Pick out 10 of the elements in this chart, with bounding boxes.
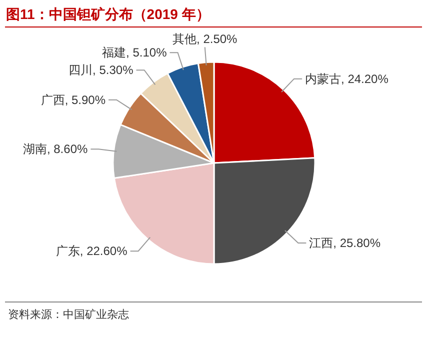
chart-title: 图11：中国钽矿分布（2019 年）	[6, 6, 210, 22]
slice-label: 江西, 25.80%	[309, 236, 381, 250]
slice-label: 内蒙古, 24.20%	[305, 72, 389, 86]
slice-label: 广西, 5.90%	[40, 92, 106, 107]
text: 资料来源：中国矿业杂志	[8, 308, 129, 321]
slice-label: 四川, 5.30%	[68, 63, 134, 78]
slice-label: 福建, 5.10%	[102, 46, 168, 60]
slice-label: 广东, 22.60%	[56, 244, 128, 258]
slice-label: 湖南, 8.60%	[22, 142, 88, 156]
slice-label: 其他, 2.50%	[172, 32, 238, 46]
